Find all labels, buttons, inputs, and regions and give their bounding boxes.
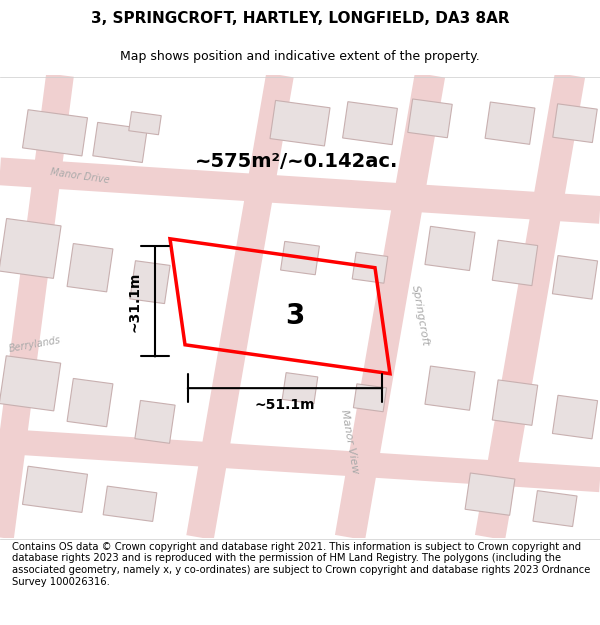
Text: Berrylands: Berrylands bbox=[8, 335, 62, 354]
Polygon shape bbox=[282, 372, 318, 404]
Polygon shape bbox=[352, 253, 388, 283]
Polygon shape bbox=[67, 379, 113, 427]
Polygon shape bbox=[465, 473, 515, 515]
Polygon shape bbox=[533, 491, 577, 526]
Polygon shape bbox=[485, 102, 535, 144]
Polygon shape bbox=[93, 122, 147, 162]
Polygon shape bbox=[135, 401, 175, 443]
Polygon shape bbox=[281, 241, 319, 275]
Polygon shape bbox=[343, 102, 397, 144]
Text: ~575m²/~0.142ac.: ~575m²/~0.142ac. bbox=[195, 152, 398, 171]
Polygon shape bbox=[553, 256, 598, 299]
Text: Springcroft: Springcroft bbox=[410, 284, 430, 348]
Text: ~51.1m: ~51.1m bbox=[255, 399, 315, 412]
Text: Manor View: Manor View bbox=[340, 408, 361, 474]
Polygon shape bbox=[553, 104, 597, 142]
Text: Contains OS data © Crown copyright and database right 2021. This information is : Contains OS data © Crown copyright and d… bbox=[12, 542, 590, 587]
Text: Manor Drive: Manor Drive bbox=[50, 167, 110, 185]
Text: ~31.1m: ~31.1m bbox=[128, 271, 142, 332]
Polygon shape bbox=[23, 110, 88, 156]
Polygon shape bbox=[0, 356, 61, 411]
Polygon shape bbox=[23, 466, 88, 512]
Polygon shape bbox=[408, 99, 452, 138]
Polygon shape bbox=[129, 112, 161, 135]
Polygon shape bbox=[425, 366, 475, 410]
Polygon shape bbox=[103, 486, 157, 521]
Text: 3: 3 bbox=[286, 302, 305, 330]
Polygon shape bbox=[67, 244, 113, 292]
Polygon shape bbox=[492, 380, 538, 426]
Polygon shape bbox=[425, 226, 475, 271]
Text: 3, SPRINGCROFT, HARTLEY, LONGFIELD, DA3 8AR: 3, SPRINGCROFT, HARTLEY, LONGFIELD, DA3 … bbox=[91, 11, 509, 26]
Polygon shape bbox=[130, 261, 170, 304]
Polygon shape bbox=[492, 240, 538, 286]
Polygon shape bbox=[0, 219, 61, 278]
Text: Map shows position and indicative extent of the property.: Map shows position and indicative extent… bbox=[120, 50, 480, 62]
Polygon shape bbox=[553, 395, 598, 439]
Polygon shape bbox=[270, 101, 330, 146]
Polygon shape bbox=[353, 384, 386, 412]
